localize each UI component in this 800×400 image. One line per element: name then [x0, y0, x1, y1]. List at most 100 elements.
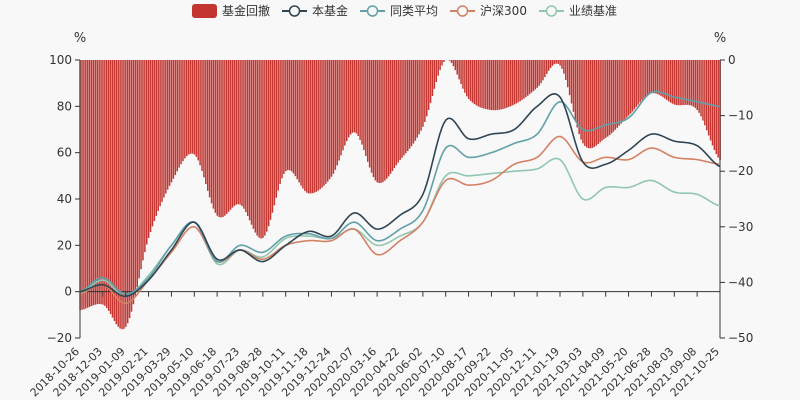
drawdown-bar	[347, 60, 350, 138]
drawdown-bar	[675, 60, 678, 105]
drawdown-bar	[147, 60, 150, 238]
drawdown-bar	[117, 60, 119, 327]
drawdown-bar	[260, 60, 262, 239]
drawdown-bar	[460, 60, 462, 85]
drawdown-bar	[486, 60, 489, 110]
drawdown-bar	[660, 60, 662, 96]
drawdown-bar	[151, 60, 154, 227]
drawdown-bar	[304, 60, 306, 191]
drawdown-bar	[671, 60, 674, 104]
drawdown-bar	[138, 60, 140, 279]
drawdown-bar	[530, 60, 533, 93]
y-left-tick-label: 20	[57, 238, 72, 252]
drawdown-bar	[641, 60, 643, 101]
drawdown-bar	[269, 60, 272, 220]
drawdown-bar	[498, 60, 500, 110]
drawdown-bar	[686, 60, 689, 105]
drawdown-bar	[568, 60, 571, 96]
drawdown-bar	[279, 60, 281, 184]
drawdown-bar	[355, 60, 358, 134]
drawdown-bar	[168, 60, 171, 186]
drawdown-bar	[683, 60, 685, 105]
legend-item-bench[interactable]: 业绩基准	[538, 4, 617, 18]
drawdown-bar	[517, 60, 519, 103]
drawdown-bar	[519, 60, 521, 102]
drawdown-bar	[456, 60, 458, 75]
drawdown-bar	[277, 60, 279, 191]
y-left-tick-label: 80	[57, 99, 72, 113]
drawdown-bar	[534, 60, 537, 90]
drawdown-bar	[266, 60, 268, 232]
drawdown-bar	[616, 60, 618, 128]
drawdown-bar	[702, 60, 704, 121]
drawdown-bar	[525, 60, 527, 98]
drawdown-bar	[397, 60, 399, 163]
drawdown-bar	[111, 60, 114, 318]
y-axis-left-unit: %	[74, 31, 86, 46]
drawdown-bar	[208, 60, 211, 198]
drawdown-bar	[132, 60, 135, 305]
drawdown-bar	[98, 60, 100, 305]
drawdown-bar	[86, 60, 89, 308]
drawdown-bar	[576, 60, 578, 128]
drawdown-bar	[467, 60, 470, 99]
drawdown-bar	[389, 60, 392, 174]
y-left-tick-label: 60	[57, 146, 72, 160]
drawdown-bar	[506, 60, 508, 108]
drawdown-bar	[351, 60, 354, 133]
drawdown-bar	[178, 60, 180, 168]
drawdown-bar	[254, 60, 257, 233]
legend[interactable]: 基金回撤 本基金 同类平均 沪深300 业绩基准	[192, 3, 617, 18]
legend-item-hs300[interactable]: 沪深300	[450, 4, 527, 18]
drawdown-bar	[344, 60, 346, 146]
drawdown-bar	[633, 60, 636, 110]
drawdown-bar	[172, 60, 175, 179]
drawdown-bar	[227, 60, 230, 212]
drawdown-bar	[563, 60, 565, 74]
drawdown-bar	[578, 60, 580, 135]
drawdown-bar	[405, 60, 407, 154]
drawdown-bar	[540, 60, 542, 84]
drawdown-bar	[186, 60, 188, 157]
drawdown-area	[79, 60, 721, 330]
drawdown-bar	[317, 60, 319, 191]
drawdown-bar	[614, 60, 617, 130]
drawdown-bar	[403, 60, 405, 156]
drawdown-bar	[334, 60, 337, 170]
legend-label: 基金回撤	[222, 3, 270, 18]
drawdown-bar	[226, 60, 228, 214]
drawdown-bar	[218, 60, 220, 218]
drawdown-bar	[700, 60, 702, 117]
drawdown-bar	[157, 60, 159, 211]
drawdown-bar	[622, 60, 624, 122]
drawdown-bar	[475, 60, 478, 106]
drawdown-bar	[166, 60, 169, 190]
drawdown-bar	[526, 60, 529, 96]
drawdown-bar	[500, 60, 502, 110]
drawdown-bar	[629, 60, 632, 114]
drawdown-bar	[502, 60, 504, 109]
drawdown-bar	[551, 60, 554, 66]
legend-item-drawdown[interactable]: 基金回撤	[192, 3, 270, 18]
legend-item-fund[interactable]: 本基金	[282, 3, 348, 18]
drawdown-bar	[330, 60, 333, 177]
drawdown-bar	[610, 60, 613, 134]
drawdown-bar	[155, 60, 158, 216]
drawdown-bar	[128, 60, 131, 319]
drawdown-bar	[401, 60, 403, 158]
drawdown-bar	[645, 60, 647, 97]
drawdown-bar	[319, 60, 321, 190]
drawdown-bar	[100, 60, 102, 305]
legend-item-peer[interactable]: 同类平均	[360, 4, 438, 18]
drawdown-bar	[441, 60, 443, 66]
drawdown-bar	[391, 60, 394, 171]
drawdown-bar	[125, 60, 127, 327]
drawdown-bar	[323, 60, 325, 186]
drawdown-bar	[224, 60, 226, 216]
drawdown-bar	[290, 60, 293, 172]
drawdown-bar	[462, 60, 464, 89]
drawdown-bar	[309, 60, 312, 194]
legend-marker	[288, 5, 301, 17]
drawdown-bar	[286, 60, 289, 171]
drawdown-bar	[511, 60, 514, 106]
